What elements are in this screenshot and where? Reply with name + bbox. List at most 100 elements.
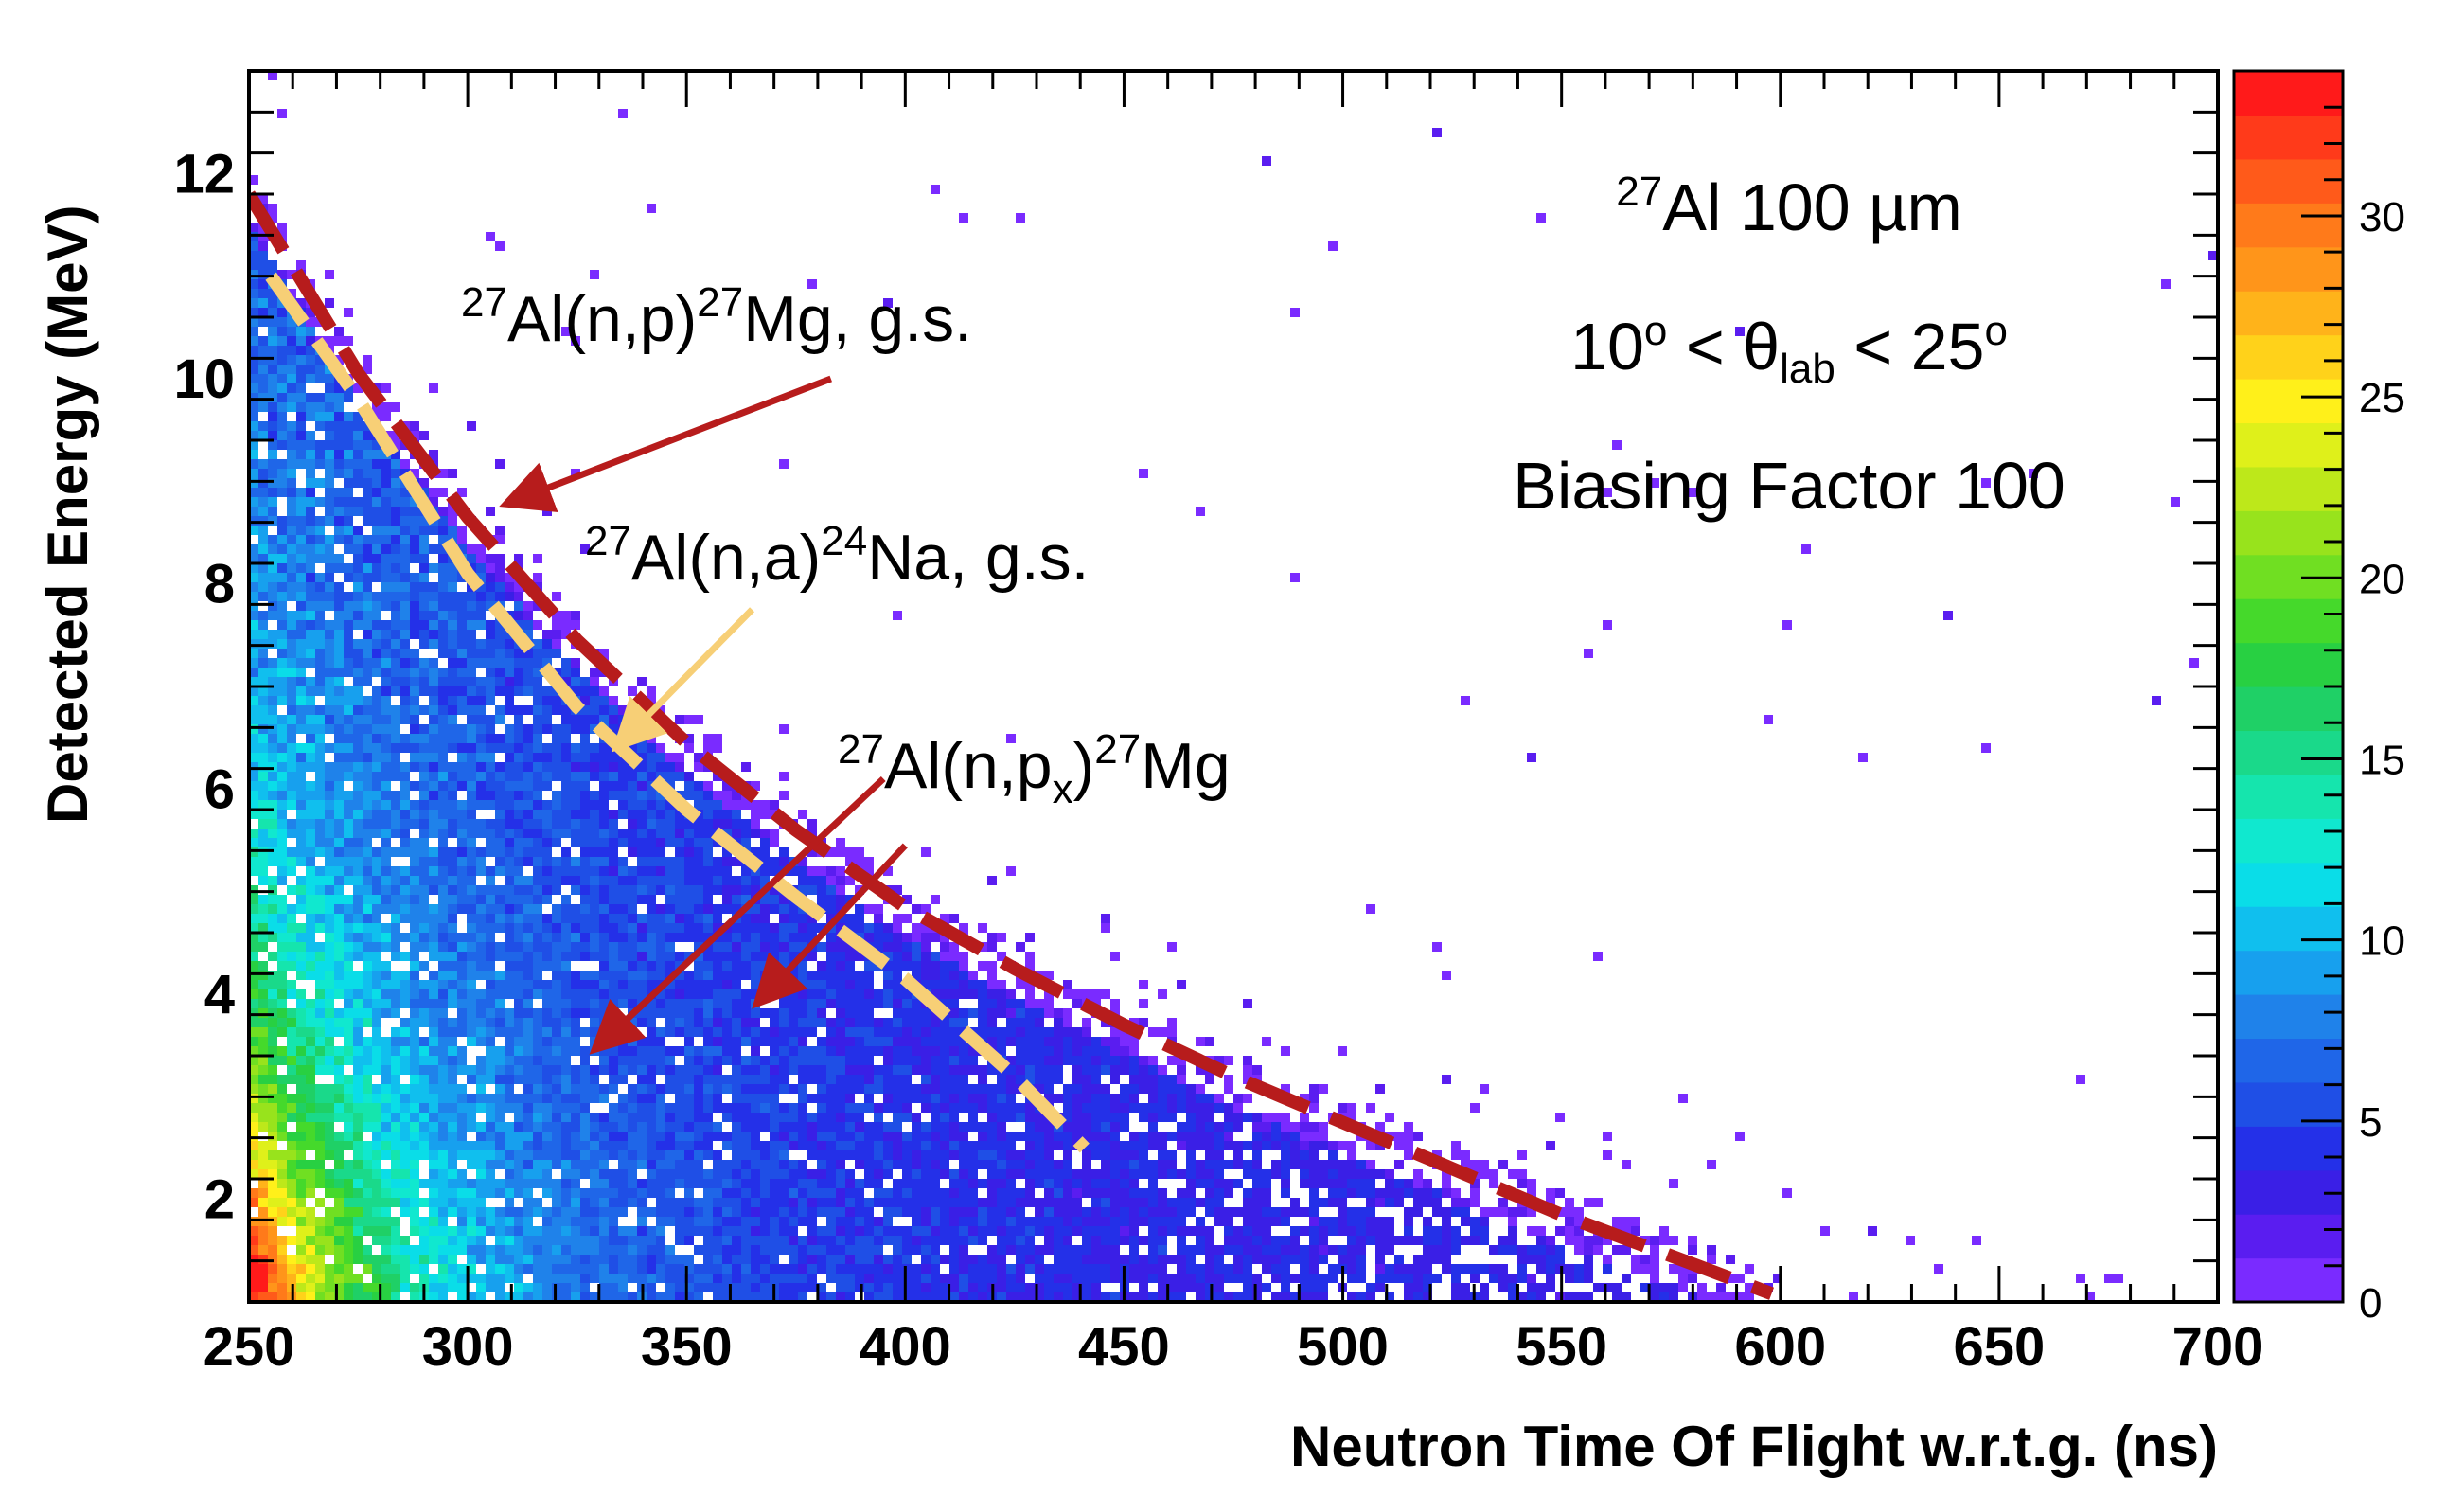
- heatmap-cell: [779, 1245, 789, 1255]
- heatmap-cell: [949, 1198, 959, 1207]
- heatmap-cell: [306, 630, 315, 639]
- heatmap-cell: [325, 772, 334, 781]
- heatmap-cell: [590, 696, 599, 705]
- heatmap-cell: [249, 516, 258, 526]
- heatmap-cell: [315, 450, 325, 459]
- heatmap-cell: [448, 762, 457, 772]
- heatmap-cell: [344, 431, 353, 440]
- heatmap-cell: [249, 847, 258, 857]
- heatmap-cell: [258, 1160, 268, 1169]
- heatmap-cell: [353, 440, 363, 450]
- heatmap-cell: [722, 952, 732, 961]
- heatmap-cell: [306, 478, 315, 488]
- heatmap-cell: [467, 762, 476, 772]
- heatmap-cell: [268, 715, 277, 724]
- heatmap-cell: [457, 971, 467, 980]
- heatmap-cell: [381, 791, 391, 800]
- heatmap-cell: [789, 1198, 798, 1207]
- heatmap-cell: [258, 762, 268, 772]
- heatmap-cell: [552, 1103, 561, 1113]
- heatmap-cell: [315, 1141, 325, 1150]
- heatmap-cell: [883, 1132, 893, 1141]
- heatmap-cell: [798, 1103, 807, 1113]
- heatmap-cell: [779, 999, 789, 1008]
- heatmap-cell: [561, 1027, 571, 1037]
- heatmap-cell: [429, 686, 438, 696]
- heatmap-cell: [855, 1198, 864, 1207]
- heatmap-cell: [571, 677, 580, 686]
- heatmap-cell: [372, 923, 381, 933]
- heatmap-cell: [931, 1018, 940, 1027]
- heatmap-cell: [410, 1255, 419, 1264]
- heatmap-cell: [874, 923, 883, 933]
- heatmap-cell: [855, 952, 864, 961]
- heatmap-cell: [372, 592, 381, 601]
- heatmap-cell: [325, 488, 334, 497]
- heatmap-cell: [552, 1179, 561, 1188]
- heatmap-cell: [400, 1264, 410, 1274]
- heatmap-cell: [268, 573, 277, 582]
- heatmap-cell: [505, 810, 514, 819]
- heatmap-cell: [268, 895, 277, 904]
- heatmap-cell: [874, 1075, 883, 1084]
- heatmap-cell: [770, 1236, 779, 1245]
- heatmap-cell: [523, 611, 533, 620]
- heatmap-cell: [438, 1207, 448, 1217]
- heatmap-cell: [675, 1122, 684, 1132]
- heatmap-cell: [760, 1264, 770, 1274]
- heatmap-cell: [476, 724, 486, 734]
- heatmap-cell: [457, 696, 467, 705]
- heatmap-cell: [429, 1094, 438, 1103]
- heatmap-cell: [665, 1292, 675, 1302]
- heatmap-cell: [258, 847, 268, 857]
- heatmap-cell: [391, 1274, 400, 1283]
- heatmap-cell: [476, 582, 486, 592]
- heatmap-cell: [249, 838, 258, 847]
- heatmap-cell: [344, 914, 353, 923]
- heatmap-cell: [457, 488, 467, 497]
- heatmap-cell: [845, 1075, 855, 1084]
- heatmap-cell: [921, 961, 931, 971]
- heatmap-cell: [571, 1245, 580, 1255]
- heatmap-cell: [334, 526, 344, 535]
- heatmap-cell: [561, 620, 571, 630]
- heatmap-cell: [315, 611, 325, 620]
- heatmap-cell: [325, 1122, 334, 1132]
- heatmap-cell: [561, 866, 571, 876]
- heatmap-cell: [438, 1113, 448, 1122]
- heatmap-cell: [533, 829, 542, 838]
- heatmap-cell: [363, 971, 372, 980]
- heatmap-cell: [571, 952, 580, 961]
- heatmap-cell: [571, 772, 580, 781]
- heatmap-cell: [344, 1169, 353, 1179]
- heatmap-cell: [817, 1245, 826, 1255]
- heatmap-cell: [400, 677, 410, 686]
- heatmap-cell: [353, 1169, 363, 1179]
- heatmap-cell: [429, 724, 438, 734]
- heatmap-cell: [258, 1274, 268, 1283]
- heatmap-cell: [552, 743, 561, 753]
- heatmap-cell: [306, 459, 315, 469]
- heatmap-cell: [647, 1160, 656, 1169]
- heatmap-cell: [571, 753, 580, 762]
- heatmap-cell: [448, 989, 457, 999]
- heatmap-cell: [836, 1236, 845, 1245]
- heatmap-cell: [732, 952, 741, 961]
- heatmap-cell: [684, 1037, 694, 1046]
- heatmap-cell: [552, 971, 561, 980]
- heatmap-cell: [325, 554, 334, 563]
- heatmap-cell: [533, 1245, 542, 1255]
- heatmap-cell: [864, 1056, 874, 1065]
- heatmap-cell: [675, 847, 684, 857]
- heatmap-cell: [590, 1264, 599, 1274]
- heatmap-cell: [732, 1094, 741, 1103]
- heatmap-cell: [287, 1008, 296, 1018]
- heatmap-cell: [429, 762, 438, 772]
- heatmap-cell: [571, 800, 580, 810]
- heatmap-cell: [931, 1084, 940, 1094]
- heatmap-cell: [628, 772, 637, 781]
- heatmap-cell: [391, 942, 400, 952]
- heatmap-cell: [457, 1046, 467, 1056]
- heatmap-cell: [400, 601, 410, 611]
- heatmap-cell: [874, 1169, 883, 1179]
